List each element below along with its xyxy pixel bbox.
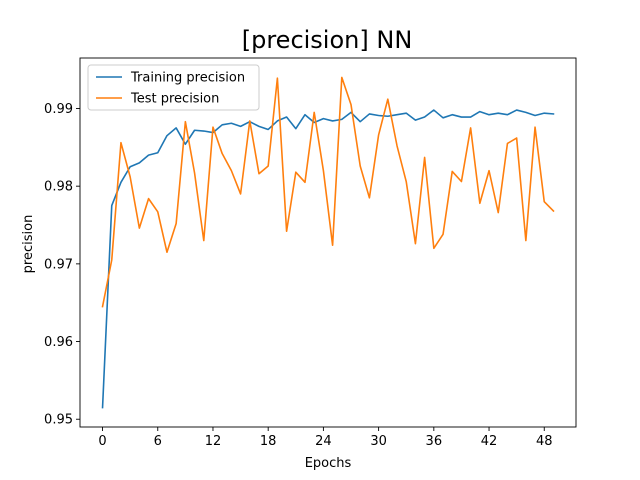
- legend: Training precision Test precision: [87, 64, 260, 111]
- x-tick-label: 24: [315, 434, 332, 449]
- x-tick-label: 18: [260, 434, 277, 449]
- series-line-training: [101, 109, 555, 409]
- legend-label-training: Training precision: [130, 71, 245, 86]
- x-tick-label: 0: [98, 434, 106, 449]
- x-tick-label: 30: [370, 434, 387, 449]
- y-tick-label: 0.97: [44, 257, 73, 272]
- y-axis-label: precision: [21, 215, 36, 274]
- y-tick-label: 0.99: [44, 102, 73, 117]
- legend-label-test: Test precision: [130, 92, 219, 107]
- x-tick-label: 48: [536, 434, 553, 449]
- legend-box: [87, 64, 260, 111]
- plot-area: 0 6 12 18 24 30 36 42 48 0.95 0.96 0.97 0.98 0.99: [44, 57, 577, 449]
- y-tick-label: 0.95: [44, 413, 73, 428]
- x-tick-label: 6: [154, 434, 162, 449]
- x-tick-label: 12: [205, 434, 222, 449]
- chart-title: [precision] NN: [242, 26, 413, 54]
- series-line-test: [101, 76, 555, 308]
- y-tick-label: 0.96: [44, 335, 73, 350]
- y-tick-label: 0.98: [44, 180, 73, 195]
- axes-frame: [79, 57, 577, 428]
- x-tick-label: 42: [481, 434, 498, 449]
- x-axis-label: Epochs: [305, 456, 352, 471]
- x-tick-label: 36: [426, 434, 443, 449]
